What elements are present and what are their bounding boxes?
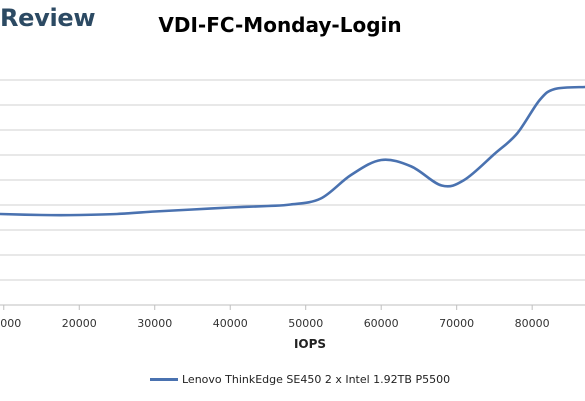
x-axis-label: IOPS (294, 337, 326, 351)
legend: Lenovo ThinkEdge SE450 2 x Intel 1.92TB … (150, 373, 450, 386)
series-line-0 (0, 85, 585, 217)
x-tick-label-0: 10000 (0, 317, 21, 330)
x-tick-label-1: 20000 (62, 317, 97, 330)
x-tick-label-6: 70000 (439, 317, 474, 330)
legend-label: Lenovo ThinkEdge SE450 2 x Intel 1.92TB … (182, 373, 451, 386)
series-layer (0, 85, 585, 217)
x-tick-label-2: 30000 (137, 317, 172, 330)
chart-title: VDI-FC-Monday-Login (158, 13, 402, 37)
x-tick-label-7: 80000 (515, 317, 550, 330)
x-tick-label-5: 60000 (364, 317, 399, 330)
x-axis-ticks: 10000 20000 30000 40000 50000 60000 70000 80000 (0, 305, 550, 330)
legend-swatch (150, 378, 178, 381)
x-tick-label-4: 50000 (288, 317, 323, 330)
brand-logo-text: Review (0, 4, 96, 32)
gridlines (0, 79, 585, 281)
x-tick-label-3: 40000 (213, 317, 248, 330)
